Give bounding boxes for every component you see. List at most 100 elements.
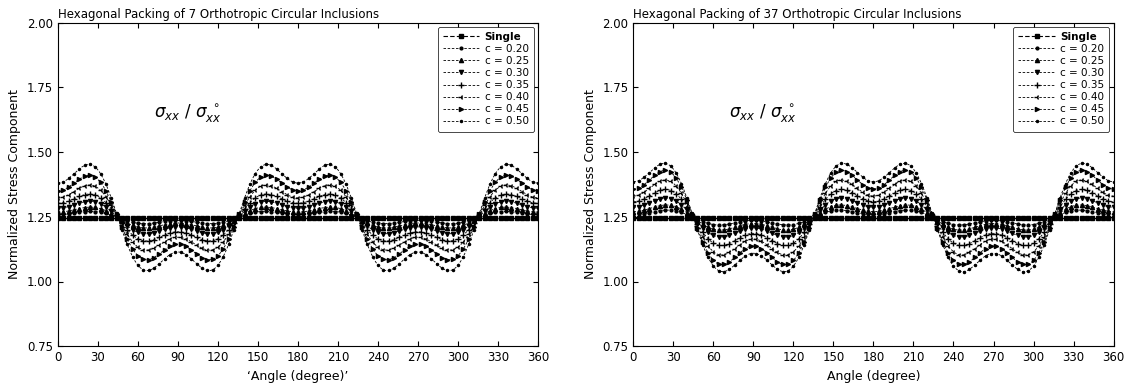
c = 0.20 xyxy=(138,221,152,226)
c = 0.30 xyxy=(1074,196,1088,201)
c = 0.20 xyxy=(713,222,726,227)
c = 0.30 xyxy=(383,231,397,236)
c = 0.25 xyxy=(1107,209,1121,214)
c = 0.50 xyxy=(140,268,154,273)
c = 0.20 xyxy=(335,210,349,215)
c = 0.35 xyxy=(83,192,96,196)
Line: c = 0.50: c = 0.50 xyxy=(631,161,1116,274)
Single xyxy=(381,215,394,220)
Line: c = 0.50: c = 0.50 xyxy=(56,162,540,273)
c = 0.45 xyxy=(959,262,972,267)
Single xyxy=(752,215,766,220)
c = 0.40 xyxy=(753,239,767,243)
Line: c = 0.25: c = 0.25 xyxy=(56,205,540,230)
c = 0.30 xyxy=(139,231,153,236)
c = 0.25 xyxy=(84,205,97,210)
Single xyxy=(732,215,746,220)
c = 0.30 xyxy=(335,202,349,207)
c = 0.25 xyxy=(157,222,171,227)
Single xyxy=(177,215,190,220)
Line: c = 0.30: c = 0.30 xyxy=(631,196,1116,239)
c = 0.20 xyxy=(1107,212,1121,217)
Single xyxy=(531,215,545,220)
c = 0.30 xyxy=(178,225,191,230)
Single xyxy=(1107,215,1121,220)
c = 0.50 xyxy=(627,179,640,184)
c = 0.20 xyxy=(85,209,99,214)
c = 0.35 xyxy=(289,201,303,206)
c = 0.30 xyxy=(83,199,96,204)
c = 0.25 xyxy=(178,221,191,226)
c = 0.50 xyxy=(959,269,972,274)
c = 0.35 xyxy=(715,243,729,248)
c = 0.40 xyxy=(715,253,729,257)
c = 0.45 xyxy=(178,244,191,248)
c = 0.30 xyxy=(733,229,747,233)
X-axis label: Angle (degree): Angle (degree) xyxy=(827,369,920,383)
Single xyxy=(956,215,970,220)
c = 0.50 xyxy=(335,174,349,178)
Line: c = 0.40: c = 0.40 xyxy=(56,182,540,253)
c = 0.35 xyxy=(531,201,545,206)
c = 0.35 xyxy=(139,239,153,243)
c = 0.35 xyxy=(335,197,349,201)
c = 0.40 xyxy=(1064,184,1077,188)
Line: c = 0.20: c = 0.20 xyxy=(56,209,540,226)
Single xyxy=(287,215,300,220)
c = 0.45 xyxy=(753,246,767,251)
Text: $\sigma_{xx}\ /\ \sigma_{xx}^{\ \circ}$: $\sigma_{xx}\ /\ \sigma_{xx}^{\ \circ}$ xyxy=(730,102,796,124)
c = 0.50 xyxy=(157,256,171,261)
Line: c = 0.35: c = 0.35 xyxy=(631,187,1116,248)
Single xyxy=(156,215,170,220)
c = 0.35 xyxy=(911,193,925,197)
c = 0.30 xyxy=(51,206,65,210)
c = 0.50 xyxy=(657,161,671,166)
c = 0.45 xyxy=(334,181,348,186)
c = 0.35 xyxy=(753,232,767,237)
c = 0.45 xyxy=(658,168,672,173)
c = 0.25 xyxy=(752,222,766,226)
c = 0.20 xyxy=(383,221,397,226)
c = 0.45 xyxy=(382,257,395,262)
c = 0.50 xyxy=(753,253,767,258)
c = 0.20 xyxy=(733,219,747,224)
c = 0.35 xyxy=(157,233,171,237)
c = 0.20 xyxy=(289,212,303,217)
c = 0.35 xyxy=(658,187,672,192)
c = 0.50 xyxy=(716,269,730,274)
Text: Hexagonal Packing of 7 Orthotropic Circular Inclusions: Hexagonal Packing of 7 Orthotropic Circu… xyxy=(58,8,380,22)
Single xyxy=(51,215,65,220)
c = 0.40 xyxy=(864,194,878,198)
c = 0.40 xyxy=(259,183,273,187)
c = 0.35 xyxy=(383,239,397,243)
c = 0.40 xyxy=(531,196,545,200)
Line: Single: Single xyxy=(56,215,540,220)
c = 0.25 xyxy=(335,207,349,212)
c = 0.40 xyxy=(334,188,348,193)
c = 0.20 xyxy=(661,208,674,212)
c = 0.35 xyxy=(864,199,878,204)
c = 0.40 xyxy=(156,240,170,245)
c = 0.40 xyxy=(380,248,393,253)
c = 0.35 xyxy=(733,235,747,240)
c = 0.30 xyxy=(714,235,727,239)
c = 0.25 xyxy=(1020,228,1033,232)
c = 0.25 xyxy=(289,210,303,214)
c = 0.30 xyxy=(157,227,171,231)
c = 0.30 xyxy=(289,206,303,210)
c = 0.45 xyxy=(443,257,457,262)
c = 0.45 xyxy=(531,188,545,193)
c = 0.45 xyxy=(488,180,502,185)
c = 0.40 xyxy=(658,178,672,182)
c = 0.50 xyxy=(733,258,747,262)
c = 0.20 xyxy=(531,212,545,217)
Single xyxy=(862,215,876,220)
c = 0.20 xyxy=(1064,209,1077,213)
c = 0.25 xyxy=(1073,203,1087,207)
c = 0.30 xyxy=(753,226,767,231)
c = 0.50 xyxy=(911,173,925,178)
c = 0.45 xyxy=(157,248,171,253)
c = 0.30 xyxy=(910,199,923,204)
Text: $\sigma_{xx}\ /\ \sigma_{xx}^{\ \circ}$: $\sigma_{xx}\ /\ \sigma_{xx}^{\ \circ}$ xyxy=(154,102,221,124)
c = 0.25 xyxy=(1064,204,1077,209)
